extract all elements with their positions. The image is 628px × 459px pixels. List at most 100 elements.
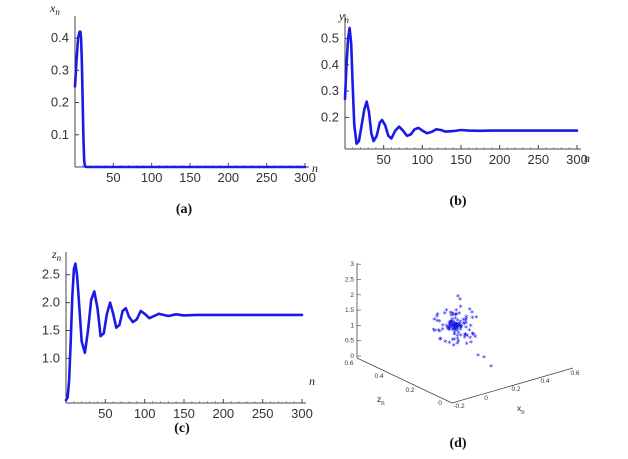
scatter-point: * [464, 331, 468, 340]
scatter-point: * [458, 296, 462, 305]
scatter-point: * [443, 339, 447, 348]
scatter-point: * [447, 340, 451, 349]
y-tick-label: 0.2 [51, 95, 69, 110]
z-tick-label: 2.5 [345, 277, 354, 284]
z-tick-label: 0 [350, 353, 354, 360]
scatter-point: * [448, 324, 452, 333]
scatter-point: * [436, 327, 440, 336]
scatter-point: * [432, 326, 436, 335]
scatter-point: * [454, 322, 458, 331]
scatter-point: * [455, 324, 459, 333]
y-axis-line [356, 357, 453, 404]
scatter-point: * [459, 332, 463, 341]
scatter-point: * [456, 320, 460, 329]
scatter-point: * [452, 323, 456, 332]
scatter-point: * [454, 322, 458, 331]
scatter-point: * [448, 321, 452, 330]
scatter-point: * [452, 322, 456, 331]
scatter-point: * [447, 325, 451, 334]
scatter-point: * [463, 317, 467, 326]
scatter-point: * [455, 322, 459, 331]
scatter-point: * [452, 322, 456, 331]
scatter-point: * [445, 323, 449, 332]
scatter-point: * [454, 322, 458, 331]
x-tick-label: 300 [566, 152, 588, 167]
y-tick-label: 0.5 [321, 30, 339, 45]
scatter-point: * [455, 332, 459, 341]
scatter-point: * [458, 319, 462, 328]
x-tick-label: 200 [489, 152, 511, 167]
panel-caption: (d) [449, 436, 466, 451]
x-axis-label: n [584, 151, 590, 165]
scatter-point: * [450, 321, 454, 330]
scatter-point: * [454, 321, 458, 330]
y-tick-label: 0.1 [51, 127, 69, 142]
scatter-point: * [454, 322, 458, 331]
z-tick-label: 0.5 [345, 338, 354, 345]
scatter-point: * [456, 338, 460, 347]
scatter-point: * [453, 315, 457, 324]
scatter-point: * [471, 330, 475, 339]
scatter-point: * [453, 321, 457, 330]
scatter-point: * [448, 322, 452, 331]
panel-d: 0 0.5 1 1.5 2 2.5 3 0 0.2 0.4 0.6 -0.2 0 0.2 0.4 0.6 zn x… [344, 261, 579, 451]
scatter-point: * [470, 309, 474, 318]
scatter-point: * [443, 310, 447, 319]
scatter-point: * [461, 317, 465, 326]
scatter-point: * [448, 323, 452, 332]
z-tick-label: 2 [350, 292, 354, 299]
scatter-point: * [454, 322, 458, 331]
scatter-point: * [441, 326, 445, 335]
scatter-point: * [482, 354, 486, 363]
x-tick-label: 200 [212, 406, 234, 421]
scatter-point: * [436, 311, 440, 320]
scatter-point: * [453, 324, 457, 333]
x-tick-label: 100 [141, 170, 163, 185]
scatter-point: * [453, 321, 457, 330]
scatter-point: * [450, 316, 454, 325]
y-tick-label: 1.5 [42, 323, 60, 338]
scatter-point: * [454, 322, 458, 331]
x-tick-label: 150 [173, 406, 195, 421]
series-line-0 [343, 26, 579, 145]
x-axis-label: n [312, 161, 318, 175]
scatter-point: * [450, 319, 454, 328]
scatter-point: * [451, 336, 455, 345]
scatter-point: * [468, 306, 472, 315]
y-tick-label: 0.4 [374, 373, 383, 380]
scatter-point: * [465, 333, 469, 342]
scatter-point: * [449, 319, 453, 328]
scatter-point: * [455, 325, 459, 334]
z-tick-label: 1 [350, 322, 354, 329]
scatter-point: * [473, 334, 477, 343]
scatter-point: * [455, 323, 459, 332]
z-tick-label: 3 [350, 261, 354, 268]
scatter-point: * [444, 307, 448, 316]
y-axis-label: yn [338, 9, 349, 25]
y-tick-label: 2.5 [42, 267, 60, 282]
panel-caption: (c) [174, 421, 190, 436]
y-axis-label-subscript: n [57, 253, 62, 263]
x-axis-label: n [309, 374, 315, 388]
scatter-point: * [454, 322, 458, 331]
scatter-point: * [452, 322, 456, 331]
scatter-point: * [453, 321, 457, 330]
scatter-point: * [455, 322, 459, 331]
scatter-point: * [463, 331, 467, 340]
scatter-point: * [455, 321, 459, 330]
scatter-point: * [452, 336, 456, 345]
x-axis-name-subscript: n [521, 410, 524, 416]
y-axis-label: xn [49, 1, 60, 17]
x-tick-label: 250 [527, 152, 549, 167]
scatter-point: * [446, 326, 450, 335]
scatter-point: * [448, 326, 452, 335]
scatter-point: * [455, 327, 459, 336]
scatter-point: * [454, 322, 458, 331]
x-tick-label: 150 [450, 152, 472, 167]
y-tick-label: 0.4 [321, 57, 339, 72]
scatter-point: * [459, 324, 463, 333]
scatter-point: * [454, 322, 458, 331]
scatter-point: * [452, 342, 456, 351]
